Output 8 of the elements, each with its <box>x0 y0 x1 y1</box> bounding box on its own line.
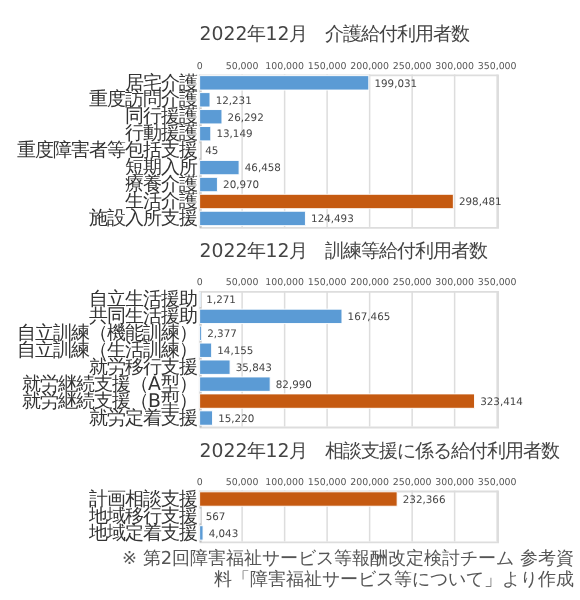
chart-title: 2022年12月 訓練等給付利用者数 <box>199 241 488 264</box>
chart-title: 2022年12月 介護給付利用者数 <box>199 24 470 47</box>
y-tick-label: 地域定着支援 <box>86 522 197 545</box>
y-tick-label: 計画相談支援 <box>88 488 197 511</box>
chart-title: 2022年12月 相談支援に係る給付利用者数 <box>199 440 560 463</box>
y-tick-label: 就労定着支援 <box>88 407 197 430</box>
y-tick-label: 施設入所支援 <box>88 208 197 231</box>
text: ※ 第2回障害福祉サービス等報酬改定検討チーム 参考資料「障害福祉サービス等について」より作成 <box>122 547 574 592</box>
